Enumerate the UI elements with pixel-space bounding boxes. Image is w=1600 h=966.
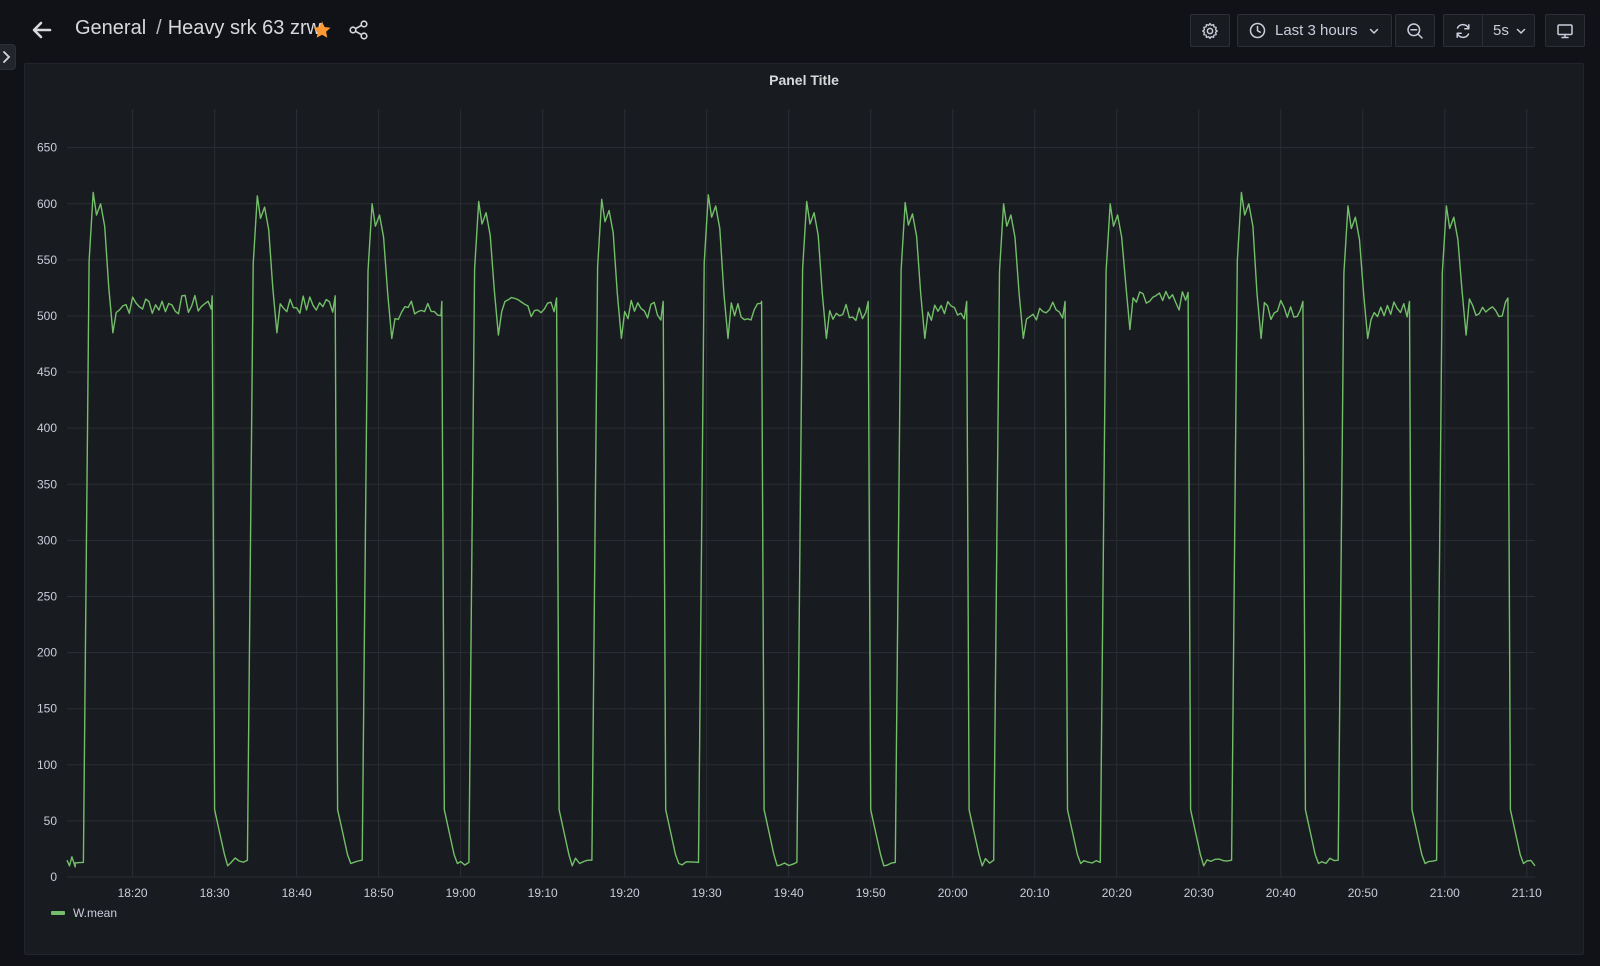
y-tick-label: 300 [37, 533, 57, 547]
graph-panel: Panel Title 0 50 100 150 200 250 300 350 400 450 5… [24, 63, 1584, 955]
x-tick-label: 21:10 [1512, 886, 1542, 900]
breadcrumb-separator: / [156, 17, 162, 39]
dashboard-title[interactable]: Heavy srk 63 zrw [167, 17, 322, 39]
legend-series-name: W.mean [73, 906, 118, 920]
star-icon [313, 21, 331, 38]
monitor-icon [1557, 23, 1573, 38]
y-tick-label: 450 [37, 365, 57, 379]
zoom-out-button[interactable] [1395, 14, 1435, 47]
x-tick-label: 20:00 [938, 886, 968, 900]
x-tick-label: 20:50 [1348, 886, 1378, 900]
x-tick-label: 20:30 [1184, 886, 1214, 900]
y-tick-label: 250 [37, 589, 57, 603]
panel-title[interactable]: Panel Title [769, 72, 839, 88]
refresh-divider [1482, 15, 1483, 46]
y-tick-label: 100 [37, 758, 57, 772]
dashboard-navbar: General / Heavy srk 63 zrw Last 3 hours [0, 0, 1600, 60]
dashboard-settings-button[interactable] [1190, 14, 1230, 47]
x-tick-label: 19:10 [528, 886, 558, 900]
time-range-label: Last 3 hours [1275, 22, 1358, 39]
x-tick-label: 21:00 [1430, 886, 1460, 900]
y-tick-label: 600 [37, 197, 57, 211]
series-line [66, 191, 1536, 868]
y-tick-label: 400 [37, 421, 57, 435]
chevron-down-icon [1516, 28, 1526, 34]
x-tick-label: 19:20 [610, 886, 640, 900]
gear-icon [1202, 22, 1218, 39]
zoom-out-icon [1407, 22, 1423, 39]
chevron-right-icon [3, 51, 11, 63]
refresh-interval-label[interactable]: 5s [1493, 22, 1509, 39]
y-tick-label: 50 [44, 814, 58, 828]
x-tick-label: 18:20 [118, 886, 148, 900]
chevron-down-icon [1369, 28, 1378, 34]
x-tick-label: 19:00 [446, 886, 476, 900]
x-tick-label: 18:30 [200, 886, 230, 900]
refresh-icon[interactable] [1454, 22, 1472, 40]
x-tick-label: 19:50 [856, 886, 886, 900]
share-icon [349, 20, 368, 40]
refresh-picker[interactable]: 5s [1443, 14, 1535, 47]
star-button[interactable] [312, 20, 332, 40]
back-button[interactable] [28, 16, 56, 44]
y-tick-label: 200 [37, 646, 57, 660]
x-axis: 18:20 18:30 18:40 18:50 19:00 19:10 19:20 19:30… [118, 886, 1543, 900]
y-tick-label: 550 [37, 253, 57, 267]
clock-icon [1249, 22, 1266, 39]
time-range-picker[interactable]: Last 3 hours [1237, 14, 1392, 47]
x-tick-label: 18:50 [364, 886, 394, 900]
x-tick-label: 20:10 [1020, 886, 1050, 900]
sidebar-toggle-button[interactable] [0, 44, 16, 70]
x-tick-label: 20:40 [1266, 886, 1296, 900]
y-tick-label: 150 [37, 702, 57, 716]
series-layer [66, 191, 1536, 868]
y-tick-label: 350 [37, 477, 57, 491]
share-button[interactable] [348, 19, 370, 41]
breadcrumb: General / Heavy srk 63 zrw [75, 17, 321, 40]
arrow-left-icon [32, 21, 52, 39]
y-tick-label: 0 [50, 870, 57, 884]
y-tick-label: 500 [37, 309, 57, 323]
legend-swatch [51, 911, 65, 915]
x-tick-label: 19:30 [692, 886, 722, 900]
time-series-chart[interactable]: 050100150200250300350400450500550600650 … [25, 64, 1583, 954]
x-tick-label: 20:20 [1102, 886, 1132, 900]
legend-item[interactable]: W.mean [51, 906, 117, 920]
breadcrumb-folder[interactable]: General [75, 17, 147, 39]
y-tick-label: 650 [37, 141, 57, 155]
y-axis: 0 50 100 150 200 250 300 350 400 450 500 550 600 650 [37, 141, 57, 884]
cycle-view-mode-button[interactable] [1545, 14, 1585, 47]
x-tick-label: 18:40 [282, 886, 312, 900]
x-tick-label: 19:40 [774, 886, 804, 900]
